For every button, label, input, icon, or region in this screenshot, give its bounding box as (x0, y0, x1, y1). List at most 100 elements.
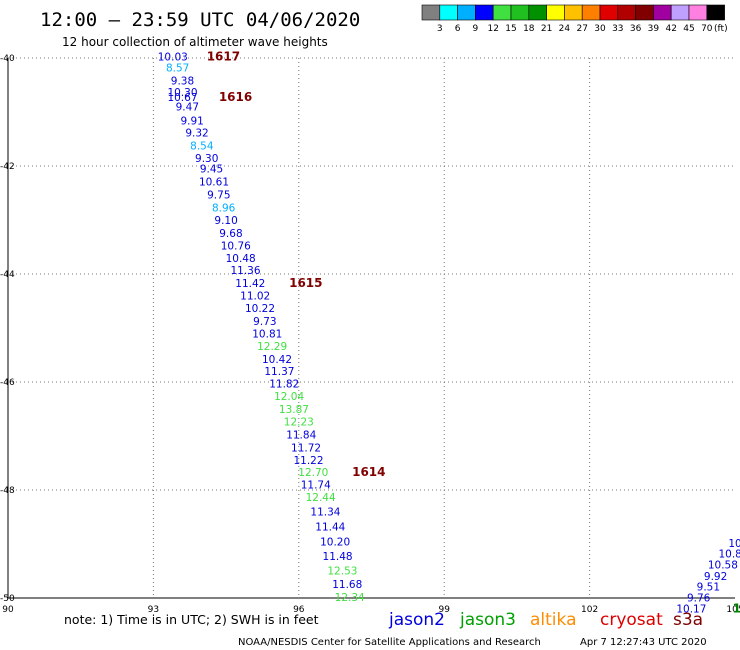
grid (8, 57, 735, 598)
color-scale-unit: (ft) (714, 24, 728, 34)
data-point-label: 10.42 (262, 354, 292, 366)
color-scale-label: 6 (455, 24, 461, 34)
data-point-label: 9.30 (195, 153, 218, 165)
color-swatch (546, 4, 565, 21)
data-point-label: 11.42 (235, 278, 265, 290)
data-point-label: 12.34 (335, 592, 365, 604)
legend-altika: altika (530, 610, 577, 630)
data-point-label: 10 (728, 538, 740, 550)
data-point-label: 9.92 (704, 571, 727, 583)
y-tick-label: -46 (0, 378, 15, 388)
color-swatch (581, 4, 601, 21)
data-point-label: 12.29 (257, 341, 287, 353)
data-point-label: 9.47 (176, 102, 199, 114)
footer-credit: NOAA/NESDIS Center for Satellite Applica… (238, 637, 541, 648)
data-point-label: 10.81 (252, 328, 282, 340)
y-tick-label: -50 (0, 594, 15, 604)
x-tick-label: 102 (581, 605, 598, 615)
data-point-label: 10.58 (708, 560, 738, 572)
data-point-label: 9.32 (185, 128, 208, 140)
time-label: 1615 (289, 276, 322, 290)
color-swatch (421, 4, 441, 21)
data-point-label: 11.02 (240, 291, 270, 303)
data-point-label: 10.20 (320, 536, 350, 548)
data-point-label: 10.22 (245, 303, 275, 315)
data-point-label: 11.34 (310, 507, 340, 519)
x-tick-label: 105 (726, 605, 740, 615)
data-point-label: 9.38 (171, 76, 194, 88)
chart-title: 12:00 – 23:59 UTC 04/06/2020 (40, 9, 360, 31)
data-point-label: 11.37 (264, 366, 294, 378)
y-tick-label: -44 (0, 270, 15, 280)
color-scale-label: 33 (612, 24, 623, 34)
color-scale-label: 18 (523, 24, 535, 34)
data-point-label: 10.67 (167, 92, 197, 104)
color-swatch (670, 4, 690, 21)
legend-jason3: jason3 (459, 610, 516, 630)
data-point-label: 11.44 (315, 522, 345, 534)
color-scale-label: 27 (576, 24, 587, 34)
data-point-label: 8.54 (190, 140, 214, 152)
data-point-label: 11.22 (293, 455, 323, 467)
data-point-label: 11.74 (301, 480, 331, 492)
data-point-label: 12.04 (274, 391, 304, 403)
chart-subtitle: 12 hour collection of altimeter wave hei… (62, 35, 328, 49)
data-point-label: 9.73 (253, 316, 276, 328)
y-tick-label: -42 (0, 162, 15, 172)
data-point-label: 9.10 (214, 215, 237, 227)
data-point-label: 10.8 (718, 549, 740, 561)
legend-jason2: jason2 (388, 610, 445, 630)
color-scale-label: 45 (683, 24, 694, 34)
data-point-label: 10.48 (226, 253, 256, 265)
color-scale-label: 39 (648, 24, 660, 34)
color-swatch (564, 4, 583, 21)
color-scale-label: 15 (505, 24, 516, 34)
data-point-label: 9.91 (180, 116, 203, 128)
data-point-label: 10.30 (167, 87, 197, 99)
satellite-legend: jason2 jason3 altika cryosat s3a (388, 610, 703, 630)
time-label: 121 (733, 601, 740, 615)
color-swatch (635, 4, 654, 21)
color-scale-label: 30 (594, 24, 606, 34)
footer-note: note: 1) Time is in UTC; 2) SWH is in fe… (64, 612, 319, 627)
legend-s3a: s3a (673, 610, 703, 630)
legend-cryosat: cryosat (600, 610, 663, 630)
data-point-label: 11.82 (269, 379, 299, 391)
color-swatch (599, 4, 619, 21)
data-point-label: 10.03 (158, 51, 188, 63)
data-point-label: 8.57 (166, 63, 189, 75)
data-point-label: 11.68 (332, 579, 362, 591)
data-point-label: 9.75 (207, 190, 230, 202)
data-point-label: 8.96 (212, 203, 236, 215)
color-swatch (706, 4, 725, 21)
data-point-label: 12.44 (306, 492, 336, 504)
color-scale-label: 24 (559, 24, 571, 34)
data-point-label: 12.70 (298, 467, 328, 479)
time-label: 1616 (219, 90, 252, 104)
color-scale-label: 42 (665, 24, 676, 34)
color-swatch (457, 4, 476, 21)
x-tick-label: 93 (148, 605, 159, 615)
data-point-label: 11.72 (291, 442, 321, 454)
data-point-label: 12.23 (284, 416, 314, 428)
color-scale-label: 70 (701, 24, 713, 34)
color-scale-label: 21 (541, 24, 552, 34)
color-swatch (510, 4, 530, 21)
color-scale-legend: 3 6 9 12 15 18 21 24 27 30 33 36 39 42 45 70 (ft) (421, 4, 728, 34)
data-point-label: 10.76 (221, 240, 251, 252)
color-swatch (688, 4, 708, 21)
color-swatch (528, 4, 547, 21)
data-point-label: 11.48 (323, 551, 353, 563)
time-label: 1614 (352, 465, 385, 479)
x-tick-label: 96 (293, 605, 305, 615)
color-swatch (653, 4, 672, 21)
x-tick-label: 90 (2, 605, 14, 615)
color-swatch (475, 4, 494, 21)
data-point-label: 12.53 (327, 565, 357, 577)
data-points: 10.038.579.3810.3010.679.479.919.328.549… (158, 51, 740, 615)
data-point-label: 10.17 (676, 603, 706, 615)
y-tick-label: -48 (0, 486, 15, 496)
data-point-label: 11.36 (230, 265, 260, 277)
color-scale-label: 36 (630, 24, 642, 34)
